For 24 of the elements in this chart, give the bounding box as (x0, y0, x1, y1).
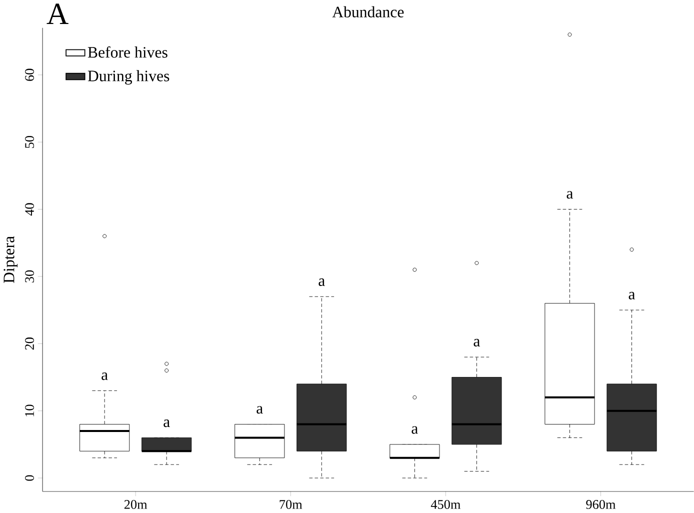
x-tick-label: 20m (124, 500, 148, 510)
y-axis-title: Diptera (4, 236, 18, 284)
y-tick-label: 50 (25, 136, 34, 148)
y-tick-label: 0 (25, 475, 34, 482)
annotation: a (318, 278, 325, 286)
annotation: a (628, 292, 636, 300)
legend-label: Before hives (88, 46, 168, 58)
y-tick-label: 30 (25, 270, 34, 283)
annotation: a (164, 420, 170, 428)
y-tick-label: 20 (25, 338, 34, 350)
x-tick-label: 70m (280, 500, 302, 510)
annotation: a (474, 339, 480, 347)
annotation: a (102, 372, 108, 380)
legend-label: During hives (88, 70, 170, 85)
chart-title: Abundance (332, 6, 404, 18)
annotation: a (256, 406, 263, 414)
x-tick-label: 450m (430, 500, 461, 510)
text: A (46, 4, 68, 24)
y-tick-label: 60 (25, 69, 34, 82)
y-tick-label: 10 (25, 404, 34, 416)
annotation: a (412, 426, 418, 434)
x-tick-label: 960m (586, 500, 616, 510)
y-tick-label: 40 (25, 203, 34, 216)
annotation: a (566, 191, 574, 199)
